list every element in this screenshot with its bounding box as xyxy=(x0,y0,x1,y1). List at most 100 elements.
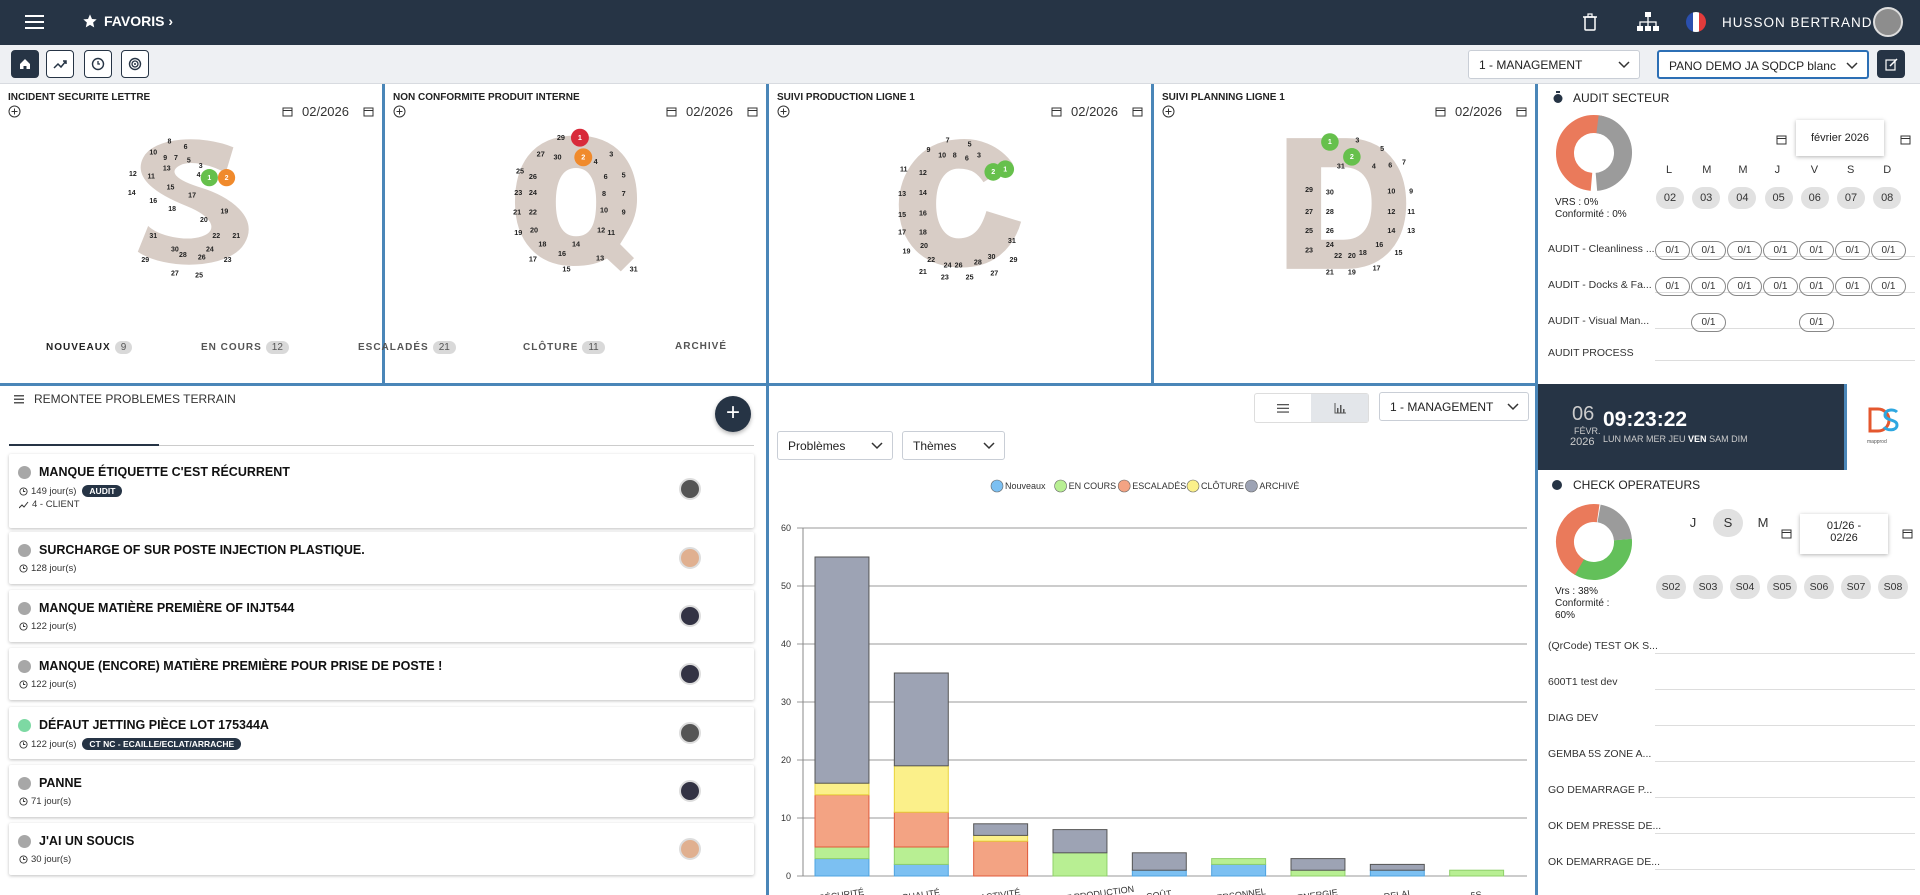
problems-filter[interactable]: Problèmes xyxy=(777,431,893,460)
day-cell[interactable]: 17 xyxy=(529,254,537,263)
week-pill[interactable]: S05 xyxy=(1767,575,1797,599)
tab-en cours[interactable]: EN COURS 12 xyxy=(201,341,289,354)
day-cell[interactable]: 25 xyxy=(516,167,524,176)
audit-status-pill[interactable]: 0/1 xyxy=(1727,277,1762,296)
themes-filter[interactable]: Thèmes xyxy=(902,431,1005,460)
check-range-picker[interactable]: 01/26 - 02/26 xyxy=(1800,514,1888,554)
tab-nouveaux[interactable]: NOUVEAUX 9 xyxy=(46,341,133,354)
day-cell[interactable]: 11 xyxy=(1407,208,1415,216)
day-cell[interactable]: 16 xyxy=(558,249,566,258)
panel-date[interactable]: 02/2026 xyxy=(302,104,349,119)
day-cell[interactable]: 24 xyxy=(1326,241,1334,249)
day-cell[interactable]: 19 xyxy=(220,209,228,216)
day-cell[interactable]: 18 xyxy=(1359,249,1367,257)
day-cell[interactable]: 20 xyxy=(530,225,538,234)
add-circle-icon[interactable] xyxy=(1162,105,1175,118)
bar-segment-en-cours[interactable] xyxy=(1290,869,1346,877)
day-cell[interactable]: 11 xyxy=(607,228,615,237)
shift-toggle[interactable]: J xyxy=(1689,515,1697,530)
day-cell[interactable]: 27 xyxy=(990,270,998,278)
week-pill[interactable]: S04 xyxy=(1730,575,1760,599)
calendar-icon[interactable] xyxy=(1776,134,1787,145)
bar-segment-en-cours[interactable] xyxy=(1449,869,1505,877)
day-cell-highlight[interactable] xyxy=(996,160,1015,178)
day-cell-highlight[interactable] xyxy=(200,169,218,187)
audit-status-pill[interactable]: 0/1 xyxy=(1871,277,1906,296)
day-cell[interactable]: 1 xyxy=(578,133,582,142)
day-cell[interactable]: 4 xyxy=(594,157,598,166)
clock-button[interactable] xyxy=(84,50,112,78)
week-pill[interactable]: S06 xyxy=(1804,575,1834,599)
target-button[interactable] xyxy=(121,50,149,78)
week-pill[interactable]: S03 xyxy=(1693,575,1723,599)
bar-segment-en-cours[interactable] xyxy=(1052,852,1108,877)
day-cell[interactable]: 28 xyxy=(974,259,982,267)
day-cell[interactable]: 9 xyxy=(1409,188,1413,196)
day-cell[interactable]: 7 xyxy=(1402,159,1406,167)
week-pill[interactable]: S07 xyxy=(1841,575,1871,599)
check-row-label[interactable]: 600T1 test dev xyxy=(1548,676,1618,688)
home-button[interactable] xyxy=(11,50,39,78)
day-cell[interactable]: 24 xyxy=(944,261,952,269)
audit-status-pill[interactable]: 0/1 xyxy=(1691,313,1726,332)
day-cell[interactable]: 3 xyxy=(609,150,613,159)
day-cell[interactable]: 5 xyxy=(622,170,626,179)
calendar-icon[interactable] xyxy=(1516,106,1527,117)
day-cell[interactable]: 24 xyxy=(206,246,214,253)
bar-segment-clôture[interactable] xyxy=(893,765,949,813)
bar-segment-archivé[interactable] xyxy=(1052,829,1108,854)
day-cell[interactable]: 10 xyxy=(600,206,608,215)
problem-badge[interactable]: AUDIT xyxy=(82,485,123,497)
day-cell[interactable]: 16 xyxy=(149,198,157,205)
calendar-icon[interactable] xyxy=(1902,528,1913,539)
calendar-icon[interactable] xyxy=(1051,106,1062,117)
assignee-avatar[interactable] xyxy=(679,605,701,627)
favoris-menu[interactable]: FAVORIS › xyxy=(82,13,173,29)
day-cell[interactable]: 14 xyxy=(1387,227,1395,235)
day-cell[interactable]: 6 xyxy=(965,154,969,162)
day-cell[interactable]: 23 xyxy=(224,257,232,264)
day-cell[interactable]: 12 xyxy=(129,171,137,178)
day-cell[interactable]: 7 xyxy=(174,155,178,162)
bar-segment-clôture[interactable] xyxy=(973,834,1029,842)
chart-view-button[interactable] xyxy=(1311,394,1368,422)
audit-status-pill[interactable]: 0/1 xyxy=(1799,277,1834,296)
day-cell[interactable]: 27 xyxy=(537,150,545,159)
day-cell[interactable]: 7 xyxy=(622,189,626,198)
day-cell[interactable]: 16 xyxy=(1375,241,1383,249)
user-avatar[interactable] xyxy=(1873,7,1903,37)
day-cell[interactable]: 15 xyxy=(898,211,906,219)
day-cell[interactable]: 13 xyxy=(898,190,906,198)
day-cell[interactable]: 21 xyxy=(1326,268,1334,276)
day-cell[interactable]: 8 xyxy=(953,152,957,160)
add-circle-icon[interactable] xyxy=(8,105,21,118)
calendar-icon[interactable] xyxy=(1900,134,1911,145)
day-cell[interactable]: 29 xyxy=(1010,256,1018,264)
day-cell[interactable]: 11 xyxy=(900,165,908,173)
audit-status-pill[interactable]: 0/1 xyxy=(1763,277,1798,296)
management-select[interactable]: 1 - MANAGEMENT xyxy=(1468,50,1640,79)
list-view-button[interactable] xyxy=(1255,394,1311,422)
day-cell[interactable]: 30 xyxy=(1326,189,1334,197)
bar-segment-archivé[interactable] xyxy=(1131,852,1187,871)
check-row-label[interactable]: DIAG DEV xyxy=(1548,712,1599,724)
audit-status-pill[interactable]: 0/1 xyxy=(1691,241,1726,260)
trash-icon[interactable] xyxy=(1582,13,1598,31)
assignee-avatar[interactable] xyxy=(679,547,701,569)
bar-segment-clôture[interactable] xyxy=(814,782,870,796)
day-cell[interactable]: 30 xyxy=(171,246,179,253)
bar-segment-nouveaux[interactable] xyxy=(1211,863,1267,877)
day-cell[interactable]: 19 xyxy=(1348,268,1356,276)
problem-badge[interactable]: CT NC - ECAILLE/ECLAT/ARRACHE xyxy=(82,738,242,750)
assignee-avatar[interactable] xyxy=(679,780,701,802)
day-cell[interactable]: 13 xyxy=(163,166,171,173)
day-cell[interactable]: 15 xyxy=(1395,249,1403,257)
panel-date[interactable]: 02/2026 xyxy=(1455,104,1502,119)
day-cell[interactable]: 4 xyxy=(197,172,201,179)
day-cell[interactable]: 26 xyxy=(955,261,963,269)
day-cell[interactable]: 22 xyxy=(927,256,935,264)
day-cell[interactable]: 23 xyxy=(514,188,522,197)
day-cell[interactable]: 5 xyxy=(1380,145,1384,153)
day-cell-highlight[interactable] xyxy=(217,169,236,187)
day-cell[interactable]: 1 xyxy=(1003,165,1007,173)
